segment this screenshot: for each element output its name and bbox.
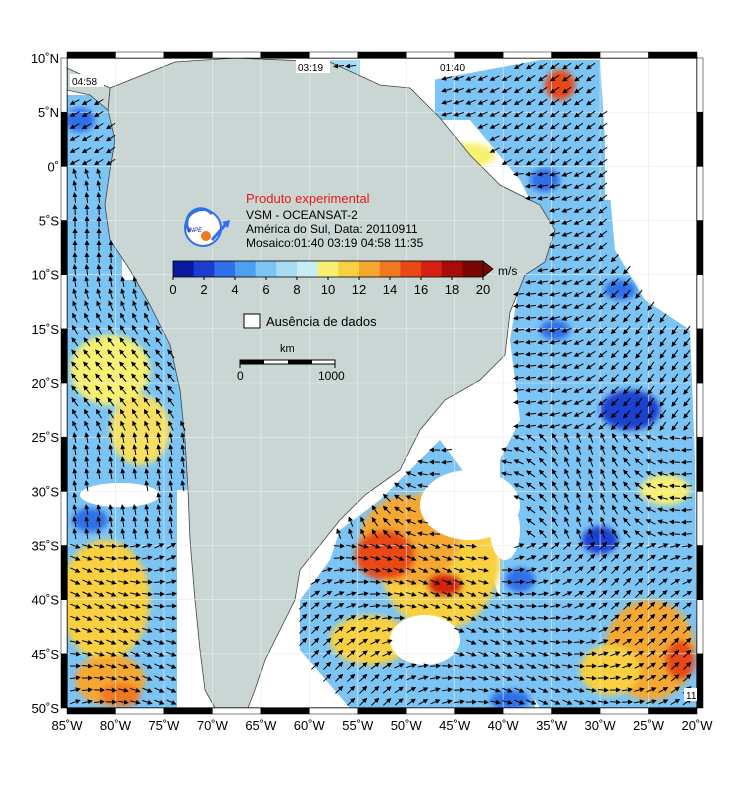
colorbar-tick-label: 16 [414,282,428,297]
lon-tick-label: 70˚W [197,718,229,733]
lat-tick-label: 20˚S [32,376,60,391]
lat-tick-label: 5˚N [38,105,59,120]
colorbar-swatch [235,261,256,277]
scale-unit: km [280,343,295,355]
colorbar-swatch [256,261,277,277]
pass-label-1: 04:58 [72,77,97,88]
logo-text: INPE [188,228,203,234]
lat-tick-label: 5˚S [39,214,60,229]
lon-tick-label: 40˚W [488,718,520,733]
legend-satellite: VSM - OCEANSAT-2 [246,208,358,222]
colorbar-swatch [173,261,194,277]
colorbar-tick-label: 2 [200,282,207,297]
lat-tick-label: 45˚S [32,647,60,662]
lon-tick-label: 85˚W [51,718,83,733]
lat-tick-label: 0˚ [47,159,59,174]
lon-tick-label: 75˚W [148,718,180,733]
lon-tick-label: 55˚W [342,718,374,733]
lon-tick-label: 45˚W [439,718,471,733]
colorbar-tick-label: 4 [231,282,238,297]
lat-tick-label: 50˚S [32,701,60,716]
lat-tick-label: 15˚S [32,322,60,337]
colorbar-unit: m/s [498,264,517,278]
lon-tick-label: 20˚W [681,718,713,733]
colorbar [173,261,493,277]
colorbar-swatch [318,261,339,277]
colorbar-swatch [380,261,401,277]
lat-tick-label: 40˚S [32,593,60,608]
lat-tick-label: 10˚S [32,268,60,283]
nodata-swatch [244,314,260,328]
lat-tick-label: 10˚N [31,51,59,66]
lat-tick-label: 35˚S [32,539,60,554]
pass-label-2: 03:19 [298,63,323,74]
colorbar-swatch [400,261,421,277]
colorbar-swatch [338,261,359,277]
colorbar-swatch [421,261,442,277]
legend-region-date: América do Sul, Data: 20110911 [246,222,418,236]
nodata-label: Ausência de dados [266,314,377,329]
colorbar-swatch [442,261,463,277]
colorbar-swatch [462,261,483,277]
lon-tick-label: 35˚W [536,718,568,733]
lon-tick-label: 65˚W [245,718,277,733]
scale-start: 0 [237,369,244,383]
colorbar-swatch [214,261,235,277]
colorbar-tick-label: 14 [383,282,397,297]
colorbar-tick-label: 8 [293,282,300,297]
lat-tick-label: 30˚S [32,484,60,499]
lon-tick-label: 80˚W [100,718,132,733]
colorbar-tick-label: 20 [476,282,490,297]
colorbar-swatch [194,261,215,277]
lon-tick-label: 30˚W [585,718,617,733]
colorbar-tick-label: 12 [352,282,366,297]
lat-tick-label: 25˚S [32,430,60,445]
pass-label-3: 01:40 [440,63,465,74]
colorbar-tick-label: 0 [169,282,176,297]
colorbar-tick-label: 18 [445,282,459,297]
lon-tick-label: 50˚W [391,718,423,733]
corner-label: 11 [686,691,697,702]
scale-end: 1000 [318,369,345,383]
colorbar-swatch [276,261,297,277]
colorbar-swatch [297,261,318,277]
latitude-labels: 10˚N 5˚N 0˚ 5˚S 10˚S 15˚S 20˚S 25˚S 30˚S 35˚S 40˚S… [31,51,60,716]
lon-tick-label: 60˚W [294,718,326,733]
colorbar-swatch [359,261,380,277]
colorbar-tick-label: 6 [262,282,269,297]
lon-tick-label: 25˚W [633,718,665,733]
longitude-labels: 85˚W 80˚W 75˚W 70˚W 65˚W 60˚W 55˚W 50˚W 45˚W 40˚W… [51,718,713,733]
legend-mosaic: Mosaico:01:40 03:19 04:58 11:35 [246,236,424,250]
legend-title: Produto experimental [246,191,370,206]
colorbar-tick-label: 10 [321,282,335,297]
